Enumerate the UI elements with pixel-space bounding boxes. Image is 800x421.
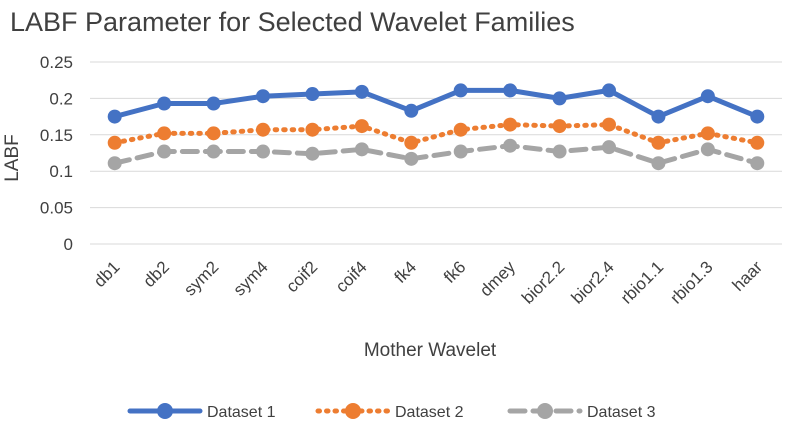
x-tick-label: dmey: [476, 257, 519, 300]
series-line: [112, 143, 760, 166]
legend-swatch-marker: [157, 403, 173, 419]
y-axis-title: LABF: [2, 134, 23, 182]
y-tick-label: 0.25: [40, 53, 73, 72]
x-tick-label: fk6: [440, 257, 469, 286]
data-point: [107, 135, 122, 150]
data-point: [651, 156, 666, 171]
data-point: [305, 87, 320, 102]
data-point: [404, 135, 419, 150]
data-point: [552, 119, 567, 134]
data-point: [256, 89, 270, 104]
y-tick-label: 0.1: [49, 162, 73, 181]
series-line: [112, 122, 760, 146]
legend-swatch-marker: [345, 403, 361, 419]
data-point: [552, 144, 567, 159]
data-point: [107, 109, 122, 124]
x-axis-ticks: db1 db2 sym2 sym4 coif2 coif4 fk4 fk6 dmey bior2.…: [90, 257, 766, 308]
data-point: [404, 103, 419, 118]
data-point: [453, 122, 468, 137]
data-point: [256, 144, 270, 159]
data-point: [700, 142, 715, 157]
x-tick-label: rbio1.3: [666, 257, 716, 307]
chart-title: LABF Parameter for Selected Wavelet Fami…: [10, 7, 575, 37]
data-point: [453, 83, 468, 98]
series-line: [112, 87, 760, 120]
data-point: [651, 109, 666, 124]
data-point: [107, 156, 122, 171]
x-tick-label: coif2: [282, 257, 321, 296]
x-tick-label: db2: [139, 257, 172, 290]
data-point: [503, 138, 518, 153]
data-point: [354, 84, 369, 99]
x-tick-label: bior2.4: [568, 257, 618, 307]
legend-label: Dataset 2: [395, 404, 464, 421]
data-point: [206, 144, 221, 159]
data-point: [750, 109, 765, 124]
x-tick-label: haar: [729, 257, 767, 295]
legend-label: Dataset 3: [587, 404, 656, 421]
x-tick-label: sym2: [180, 257, 222, 299]
data-point: [157, 96, 172, 111]
data-point: [602, 83, 616, 98]
x-tick-label: coif4: [332, 257, 371, 296]
data-point: [404, 151, 419, 166]
y-tick-label: 0.05: [40, 199, 73, 218]
data-point: [750, 156, 765, 171]
data-point: [750, 135, 765, 150]
legend-swatch-marker: [537, 403, 553, 419]
data-point: [700, 126, 715, 141]
data-point: [453, 144, 468, 159]
data-point: [700, 89, 715, 104]
x-tick-label: bior2.2: [518, 257, 568, 307]
data-point: [552, 91, 567, 106]
x-tick-label: db1: [90, 257, 123, 290]
legend: Dataset 1 Dataset 2 Dataset 3: [127, 403, 656, 421]
data-point: [157, 144, 172, 159]
x-tick-label: fk4: [391, 257, 420, 286]
data-point: [602, 117, 616, 132]
y-tick-label: 0.2: [49, 89, 73, 108]
series-3: [107, 138, 765, 171]
data-point: [602, 140, 616, 155]
y-tick-label: 0.15: [40, 126, 73, 145]
series-1: [107, 83, 765, 124]
data-point: [503, 117, 518, 132]
data-point: [354, 119, 369, 134]
data-point: [305, 146, 320, 161]
data-point: [651, 135, 666, 150]
series-2: [107, 117, 765, 150]
x-tick-label: rbio1.1: [617, 257, 667, 307]
data-point: [157, 126, 172, 141]
data-point: [503, 83, 518, 98]
legend-label: Dataset 1: [207, 404, 276, 421]
data-point: [206, 126, 221, 141]
y-tick-label: 0: [64, 235, 73, 254]
x-axis-title: Mother Wavelet: [364, 340, 497, 361]
series-group: [107, 83, 765, 171]
data-point: [354, 142, 369, 157]
x-tick-label: sym4: [230, 257, 272, 299]
y-axis-ticks: 0 0.05 0.1 0.15 0.2 0.25: [40, 53, 73, 254]
data-point: [206, 96, 221, 111]
data-point: [256, 122, 270, 137]
data-point: [305, 122, 320, 137]
